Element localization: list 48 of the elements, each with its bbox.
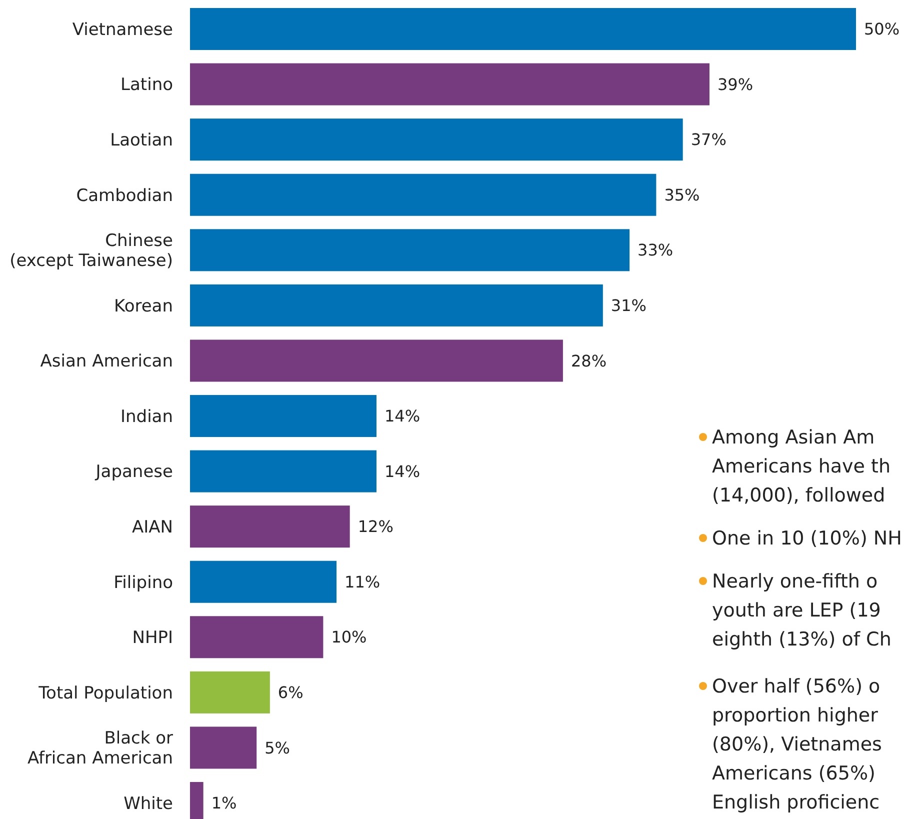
data-label: 14% xyxy=(384,406,420,426)
y-tick-label: Asian American xyxy=(40,352,173,372)
bar xyxy=(190,616,324,658)
y-tick-label: Japanese xyxy=(94,462,173,482)
data-label: 37% xyxy=(690,130,726,150)
bar xyxy=(190,671,270,714)
y-tick-label: Vietnamese xyxy=(72,20,173,40)
bar xyxy=(190,229,630,272)
data-label: 39% xyxy=(717,74,754,94)
data-label: 12% xyxy=(358,517,394,536)
data-label: 28% xyxy=(570,351,607,370)
data-label: 5% xyxy=(264,738,290,758)
y-tick-label: NHPI xyxy=(132,628,173,648)
bar xyxy=(190,118,683,161)
bar xyxy=(190,174,656,216)
y-tick-label: AIAN xyxy=(132,518,173,538)
bar xyxy=(190,560,337,603)
bar xyxy=(190,63,710,106)
bar xyxy=(190,450,376,492)
annotation: Nearly one-fifth o youth are LEP (19 eighth (13%) of Ch xyxy=(712,570,892,651)
y-tick-label: Latino xyxy=(120,75,173,96)
bar xyxy=(190,340,563,382)
annotation: Among Asian Am Americans have th (14,000), followed xyxy=(712,426,891,507)
bar xyxy=(190,8,856,50)
data-label: 10% xyxy=(331,628,367,647)
annotation: One in 10 (10%) NH xyxy=(712,528,902,550)
y-tick-label: Total Population xyxy=(38,683,173,704)
data-label: 50% xyxy=(864,20,900,39)
y-tick-label: Indian xyxy=(120,406,173,427)
data-label: 11% xyxy=(344,572,380,592)
bar xyxy=(190,726,257,769)
data-label: 31% xyxy=(610,296,646,316)
y-tick-label: Laotian xyxy=(110,130,173,151)
y-tick-label: Cambodian xyxy=(76,186,173,206)
data-label: 1% xyxy=(211,794,237,813)
annotation: Over half (56%) o proportion higher (80%), Vietnames Americans (65%) English proficienc xyxy=(712,676,882,814)
bar xyxy=(190,394,376,438)
y-tick-label: Chinese (except Taiwanese) xyxy=(10,231,173,272)
y-tick-label: Black or African American xyxy=(27,728,173,769)
y-tick-label: Korean xyxy=(114,296,173,316)
y-tick-label: White xyxy=(124,794,173,814)
data-label: 14% xyxy=(384,462,420,481)
data-label: 35% xyxy=(664,185,700,204)
y-tick-label: Filipino xyxy=(114,572,173,593)
data-label: 33% xyxy=(638,240,674,260)
data-label: 6% xyxy=(278,683,304,702)
bar xyxy=(190,284,603,326)
bar xyxy=(190,506,350,548)
